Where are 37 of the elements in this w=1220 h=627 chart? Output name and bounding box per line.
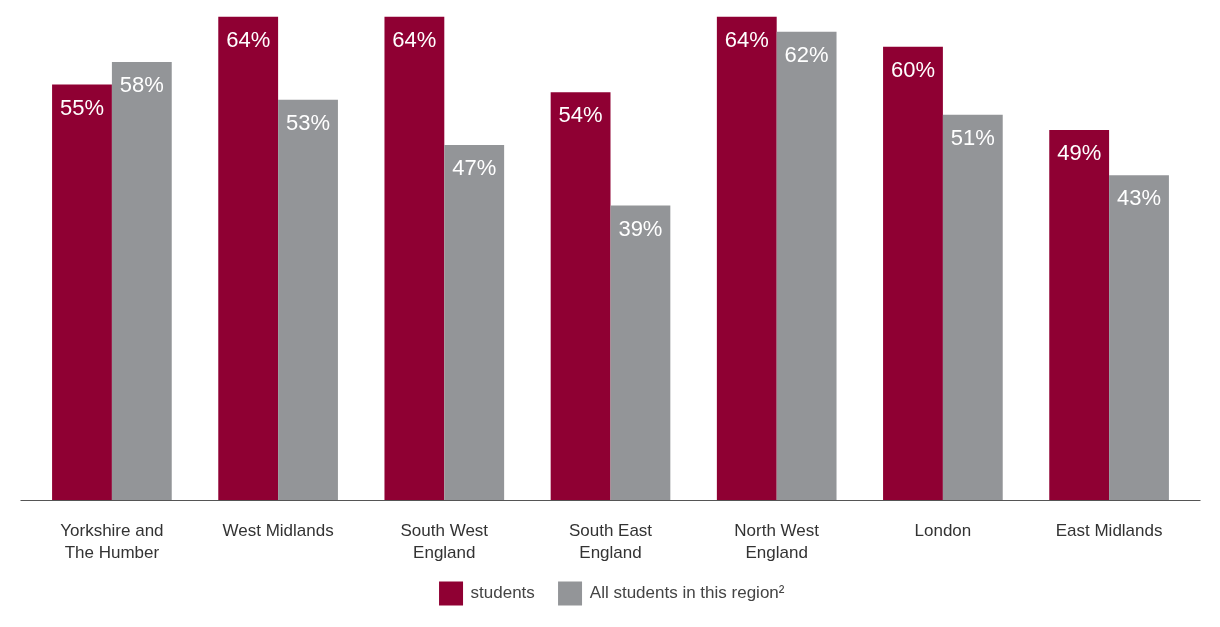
legend-label: students (470, 582, 535, 603)
x-tick-label: South East England (568, 520, 653, 563)
bar (883, 46, 943, 501)
bar (610, 205, 671, 501)
legend-label: All students in this region² (589, 582, 785, 603)
bar (52, 84, 112, 501)
x-tick-label: West Midlands (222, 520, 334, 540)
bar (218, 16, 279, 501)
bar (942, 114, 1003, 501)
bar (550, 92, 611, 501)
data-label: 54% (558, 102, 603, 128)
data-label: 47% (452, 155, 497, 181)
data-label: 62% (784, 41, 829, 67)
x-tick-label: East Midlands (1055, 520, 1163, 540)
bar (111, 61, 172, 501)
bar (1109, 175, 1169, 501)
data-label: 60% (890, 56, 936, 82)
bar (1049, 129, 1110, 501)
data-label: 64% (724, 26, 769, 52)
data-label: 64% (226, 26, 271, 52)
data-label: 53% (286, 109, 331, 135)
x-tick-label: North West England (734, 520, 820, 563)
data-label: 58% (119, 71, 164, 97)
bar (776, 31, 837, 501)
bar (384, 16, 445, 501)
data-label: 49% (1057, 139, 1102, 165)
data-label: 39% (618, 215, 663, 241)
x-tick-label: Yorkshire and The Humber (60, 520, 164, 563)
data-label: 51% (950, 124, 995, 150)
x-tick-label: London (914, 520, 972, 540)
bar (444, 145, 505, 501)
data-label: 43% (1116, 185, 1162, 211)
data-label: 64% (392, 26, 437, 52)
x-tick-label: South West England (400, 520, 489, 563)
bar (716, 16, 777, 501)
bar (278, 99, 338, 501)
data-label: 55% (59, 94, 105, 120)
